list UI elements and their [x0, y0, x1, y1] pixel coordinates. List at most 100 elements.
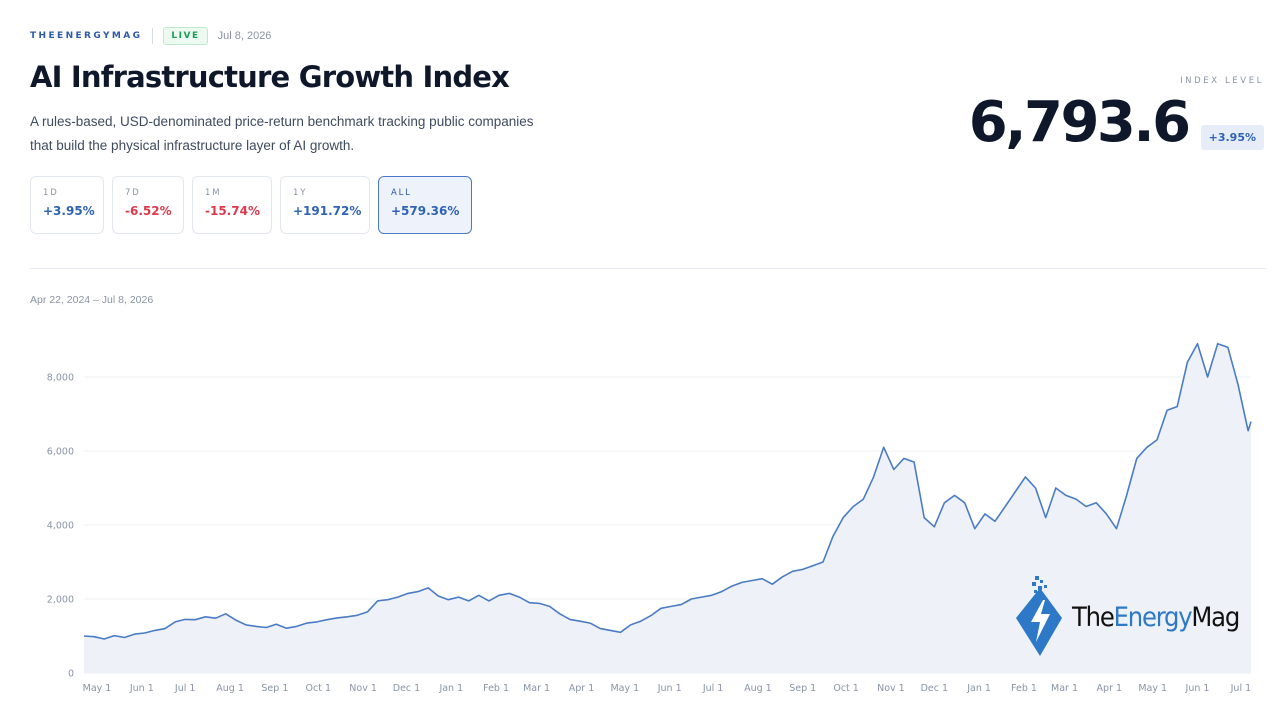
data-point[interactable] — [193, 618, 197, 622]
data-point[interactable] — [861, 497, 865, 501]
data-point[interactable] — [679, 603, 683, 607]
data-point[interactable] — [214, 616, 218, 620]
data-point[interactable] — [1115, 527, 1119, 531]
data-point[interactable] — [548, 604, 552, 608]
data-point[interactable] — [760, 577, 764, 581]
data-point[interactable] — [1155, 438, 1159, 442]
data-point[interactable] — [1246, 429, 1250, 433]
data-point[interactable] — [123, 636, 127, 640]
data-point[interactable] — [285, 626, 289, 630]
data-point[interactable] — [112, 634, 116, 638]
data-point[interactable] — [730, 584, 734, 588]
data-point[interactable] — [649, 614, 653, 618]
data-point[interactable] — [345, 615, 349, 619]
data-point[interactable] — [507, 591, 511, 595]
data-point[interactable] — [1044, 516, 1048, 520]
data-point[interactable] — [841, 516, 845, 520]
data-point[interactable] — [1216, 342, 1220, 346]
data-point[interactable] — [467, 599, 471, 603]
data-point[interactable] — [457, 595, 461, 599]
data-point[interactable] — [568, 617, 572, 621]
data-point[interactable] — [1125, 493, 1129, 497]
data-point[interactable] — [1003, 505, 1007, 509]
data-point[interactable] — [973, 527, 977, 531]
data-point[interactable] — [588, 621, 592, 625]
data-point[interactable] — [82, 634, 86, 638]
data-point[interactable] — [689, 597, 693, 601]
brand-name[interactable]: THEENERGYMAG — [30, 31, 143, 41]
period-tab-7d[interactable]: 7D -6.52% — [112, 176, 184, 234]
data-point[interactable] — [608, 628, 612, 632]
data-point[interactable] — [426, 586, 430, 590]
data-point[interactable] — [1013, 490, 1017, 494]
data-point[interactable] — [1185, 360, 1189, 364]
data-point[interactable] — [436, 594, 440, 598]
data-point[interactable] — [254, 624, 258, 628]
data-point[interactable] — [1104, 512, 1108, 516]
data-point[interactable] — [1074, 497, 1078, 501]
data-point[interactable] — [92, 635, 96, 639]
data-point[interactable] — [244, 623, 248, 627]
data-point[interactable] — [872, 475, 876, 479]
data-point[interactable] — [1135, 456, 1139, 460]
data-point[interactable] — [386, 598, 390, 602]
data-point[interactable] — [497, 593, 501, 597]
data-point[interactable] — [892, 468, 896, 472]
data-point[interactable] — [851, 505, 855, 509]
data-point[interactable] — [781, 575, 785, 579]
data-point[interactable] — [538, 601, 542, 605]
data-point[interactable] — [669, 604, 673, 608]
period-tab-all[interactable]: ALL +579.36% — [378, 176, 472, 234]
data-point[interactable] — [153, 628, 157, 632]
data-point[interactable] — [1175, 405, 1179, 409]
period-tab-1m[interactable]: 1M -15.74% — [192, 176, 272, 234]
data-point[interactable] — [1064, 493, 1068, 497]
data-point[interactable] — [963, 501, 967, 505]
data-point[interactable] — [1249, 420, 1253, 424]
data-point[interactable] — [487, 599, 491, 603]
data-point[interactable] — [882, 445, 886, 449]
period-tab-1d[interactable]: 1D +3.95% — [30, 176, 104, 234]
data-point[interactable] — [1236, 382, 1240, 386]
data-point[interactable] — [1165, 408, 1169, 412]
data-point[interactable] — [1084, 505, 1088, 509]
data-point[interactable] — [740, 580, 744, 584]
data-point[interactable] — [133, 632, 137, 636]
data-point[interactable] — [993, 519, 997, 523]
data-point[interactable] — [355, 613, 359, 617]
data-point[interactable] — [629, 623, 633, 627]
data-point[interactable] — [821, 560, 825, 564]
data-point[interactable] — [527, 601, 531, 605]
data-point[interactable] — [517, 595, 521, 599]
data-point[interactable] — [376, 599, 380, 603]
data-point[interactable] — [922, 516, 926, 520]
data-point[interactable] — [558, 612, 562, 616]
data-point[interactable] — [477, 593, 481, 597]
data-point[interactable] — [619, 630, 623, 634]
data-point[interactable] — [770, 582, 774, 586]
data-point[interactable] — [365, 610, 369, 614]
data-point[interactable] — [173, 620, 177, 624]
data-point[interactable] — [183, 617, 187, 621]
data-point[interactable] — [1145, 445, 1149, 449]
data-point[interactable] — [315, 620, 319, 624]
data-point[interactable] — [639, 619, 643, 623]
data-point[interactable] — [953, 493, 957, 497]
data-point[interactable] — [578, 619, 582, 623]
data-point[interactable] — [932, 525, 936, 529]
data-point[interactable] — [659, 606, 663, 610]
data-point[interactable] — [942, 501, 946, 505]
data-point[interactable] — [416, 590, 420, 594]
data-point[interactable] — [912, 460, 916, 464]
data-point[interactable] — [1206, 375, 1210, 379]
data-point[interactable] — [102, 637, 106, 641]
data-point[interactable] — [791, 569, 795, 573]
period-tab-1y[interactable]: 1Y +191.72% — [280, 176, 370, 234]
data-point[interactable] — [264, 626, 268, 630]
data-point[interactable] — [700, 595, 704, 599]
data-point[interactable] — [396, 595, 400, 599]
data-point[interactable] — [1196, 342, 1200, 346]
data-point[interactable] — [1054, 486, 1058, 490]
data-point[interactable] — [811, 564, 815, 568]
data-point[interactable] — [163, 627, 167, 631]
